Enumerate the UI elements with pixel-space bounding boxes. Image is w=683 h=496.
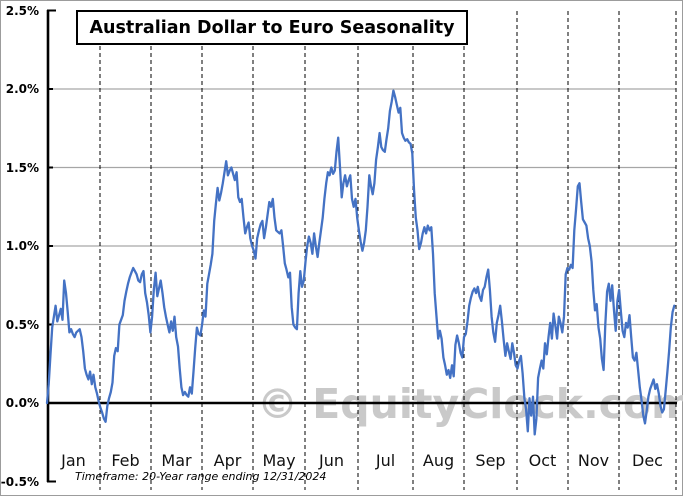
chart-title: Australian Dollar to Euro Seasonality bbox=[89, 17, 455, 38]
month-label-apr: Apr bbox=[213, 451, 242, 470]
month-label-jun: Jun bbox=[319, 451, 344, 470]
y-tick-label: 1.0% bbox=[5, 239, 39, 253]
chart-title-box: Australian Dollar to Euro Seasonality bbox=[76, 10, 468, 45]
y-tick-label: 0.5% bbox=[5, 317, 39, 332]
y-tick-label: 2.0% bbox=[5, 82, 39, 96]
month-label-jul: Jul bbox=[375, 451, 396, 470]
y-tick-label: 0.0% bbox=[5, 396, 39, 410]
month-label-nov: Nov bbox=[577, 451, 610, 470]
month-label-aug: Aug bbox=[422, 451, 455, 470]
month-label-may: May bbox=[262, 451, 296, 470]
y-tick-label: 1.5% bbox=[5, 160, 39, 175]
y-tick-label: 2.5% bbox=[5, 3, 39, 18]
month-label-jan: Jan bbox=[61, 451, 86, 470]
timeframe-note: Timeframe: 20-Year range ending 12/31/20… bbox=[75, 470, 327, 483]
month-label-oct: Oct bbox=[528, 451, 557, 470]
month-label-dec: Dec bbox=[632, 451, 663, 470]
month-label-mar: Mar bbox=[161, 451, 192, 470]
data-line-aud-eur bbox=[45, 89, 676, 436]
month-label-feb: Feb bbox=[111, 451, 140, 470]
month-label-sep: Sep bbox=[475, 451, 506, 470]
y-tick-label: -0.5% bbox=[0, 474, 39, 489]
